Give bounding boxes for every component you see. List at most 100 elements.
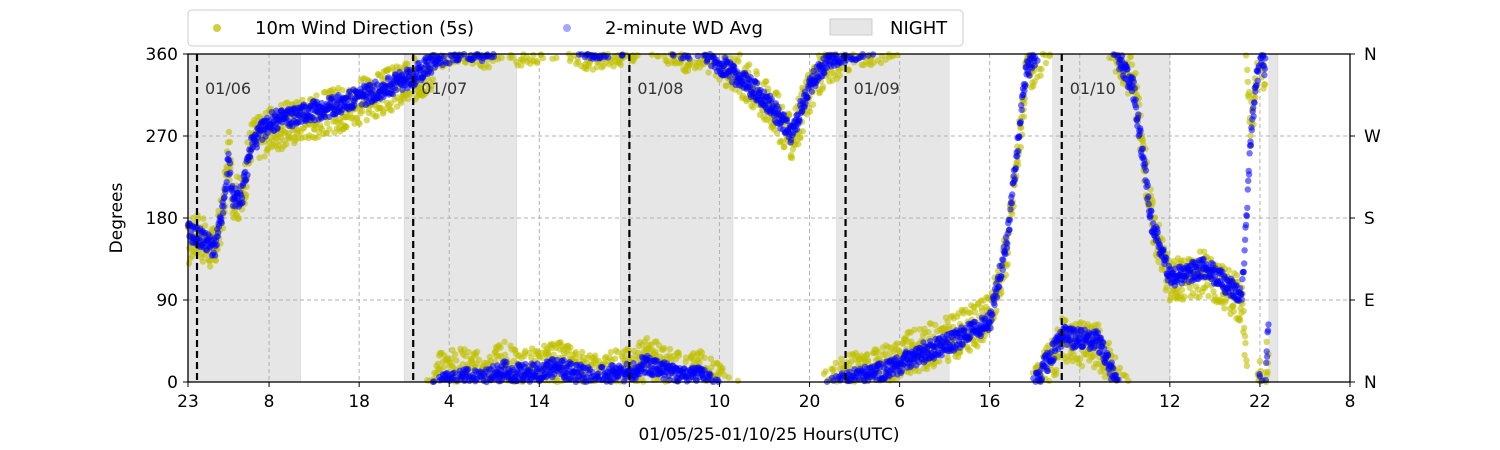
wind-direction-point	[705, 69, 712, 76]
wd-avg-point	[938, 352, 945, 359]
wd-avg-point	[726, 73, 733, 80]
wd-avg-point	[1261, 65, 1269, 73]
wd-avg-point	[1163, 254, 1170, 261]
wind-direction-point	[207, 257, 214, 264]
wd-avg-point	[1244, 186, 1252, 193]
wind-direction-point	[1116, 364, 1124, 372]
legend-label: NIGHT	[890, 18, 948, 39]
wind-direction-point	[244, 139, 251, 146]
wind-direction-point	[465, 348, 472, 356]
wind-direction-point	[1063, 358, 1070, 365]
wind-direction-point	[404, 60, 411, 67]
wd-avg-point	[1018, 102, 1025, 109]
wd-avg-point	[630, 360, 637, 367]
x-tick-label: 6	[894, 392, 905, 412]
wind-direction-point	[932, 321, 939, 329]
wd-avg-point	[253, 144, 261, 151]
wind-direction-point	[1247, 132, 1254, 139]
x-tick-label: 8	[1345, 392, 1356, 412]
wd-avg-point	[219, 209, 227, 217]
wind-direction-point	[315, 133, 322, 141]
wd-avg-point	[1135, 111, 1142, 118]
wind-direction-point	[1053, 366, 1060, 374]
y-tick-label: 360	[146, 45, 178, 65]
wind-direction-point	[388, 107, 395, 114]
wd-avg-point	[1254, 77, 1261, 85]
wind-direction-point	[1181, 293, 1188, 300]
wd-avg-point	[1031, 62, 1038, 69]
wind-direction-point	[1240, 307, 1247, 315]
wind-direction-point	[1230, 308, 1238, 315]
wind-direction-point	[356, 120, 363, 127]
wd-avg-point	[1132, 104, 1140, 111]
wind-direction-point	[373, 112, 380, 120]
wd-avg-point	[1142, 167, 1150, 174]
wd-avg-point	[464, 366, 472, 373]
wind-direction-point	[1261, 81, 1269, 88]
wind-direction-point	[773, 130, 781, 137]
wind-direction-point	[593, 63, 601, 71]
wind-direction-point	[1225, 266, 1233, 274]
day-marker-label: 01/09	[854, 79, 900, 98]
right-tick-label: E	[1364, 291, 1375, 311]
wind-direction-point	[451, 351, 459, 358]
day-marker-label: 01/10	[1070, 79, 1116, 98]
wind-direction-point	[611, 355, 619, 362]
wd-avg-point	[1263, 353, 1271, 360]
wd-avg-point	[802, 100, 809, 107]
wind-direction-point	[1210, 288, 1217, 295]
wind-direction-point	[199, 258, 207, 265]
wd-avg-point	[211, 252, 219, 259]
y-tick-label: 90	[156, 291, 178, 311]
wind-direction-point	[1241, 351, 1248, 359]
wind-direction-point	[1221, 305, 1228, 312]
wind-direction-point	[838, 355, 845, 362]
wd-avg-point	[1265, 321, 1272, 328]
wind-direction-point	[498, 54, 505, 61]
wind-direction-point	[1112, 354, 1119, 361]
wind-direction-point	[993, 307, 1000, 314]
wd-avg-point	[534, 360, 541, 367]
wd-avg-point	[318, 99, 325, 107]
wd-avg-point	[242, 176, 250, 183]
wd-avg-point	[808, 88, 815, 95]
wind-direction-point	[1243, 357, 1250, 364]
wd-avg-point	[1144, 182, 1152, 189]
wd-avg-point	[247, 153, 254, 161]
wd-avg-point	[1154, 229, 1161, 236]
wind-direction-point	[1200, 248, 1208, 255]
wind-direction-point	[1242, 52, 1250, 59]
wind-direction-point	[809, 101, 817, 108]
wd-avg-point	[760, 88, 768, 96]
wind-direction-point	[819, 83, 827, 90]
wd-avg-point	[1100, 339, 1107, 346]
wind-direction-point	[698, 349, 706, 356]
wind-direction-point	[875, 349, 882, 356]
wind-direction-point	[1004, 261, 1011, 268]
x-tick-label: 16	[979, 392, 1001, 412]
wind-direction-point	[1241, 333, 1249, 340]
wind-direction-point	[781, 143, 788, 151]
wd-avg-point	[775, 105, 782, 113]
wd-avg-point	[568, 360, 575, 367]
x-tick-label: 10	[709, 392, 731, 412]
wd-avg-point	[187, 229, 194, 236]
wd-avg-point	[428, 69, 435, 76]
y-tick-label: 180	[146, 209, 178, 229]
wd-avg-point	[1239, 276, 1246, 283]
wind-direction-point	[501, 351, 509, 358]
wd-avg-point	[1245, 171, 1253, 178]
wind-direction-point	[572, 349, 579, 356]
wd-avg-point	[1238, 290, 1245, 298]
wd-avg-point	[1139, 145, 1147, 152]
wind-direction-point	[882, 350, 889, 357]
wind-direction-point	[1127, 53, 1134, 60]
wind-direction-point	[701, 354, 708, 361]
wd-avg-point	[793, 126, 801, 133]
x-tick-label: 2	[1074, 392, 1085, 412]
wind-direction-point	[1037, 72, 1044, 79]
wd-avg-point	[1246, 150, 1253, 157]
wd-avg-point	[1017, 118, 1024, 125]
wind-direction-point	[1242, 339, 1249, 347]
